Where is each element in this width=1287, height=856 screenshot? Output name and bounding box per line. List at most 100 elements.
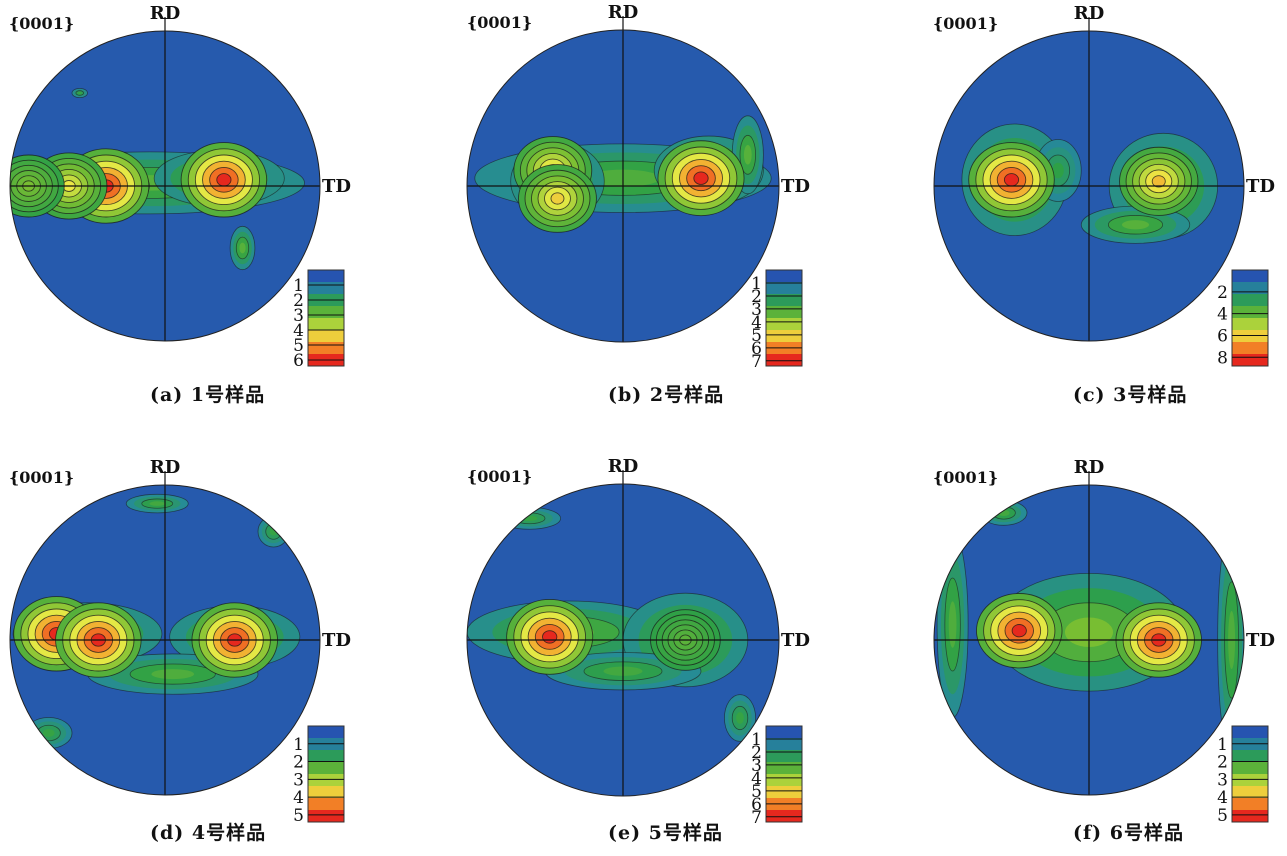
legend-label: 6 bbox=[1217, 326, 1228, 346]
legend-swatch bbox=[1232, 294, 1268, 307]
panel-caption: (f) 6号样品 bbox=[1073, 822, 1184, 844]
td-label: TD bbox=[781, 630, 810, 651]
legend-label: 1 bbox=[293, 276, 304, 296]
intensity-band bbox=[149, 501, 165, 506]
legend-swatch bbox=[1232, 270, 1268, 283]
legend-swatch bbox=[766, 774, 802, 787]
legend-frame bbox=[1231, 269, 1269, 367]
legend-label: 1 bbox=[751, 730, 762, 750]
legend-label: 3 bbox=[1217, 770, 1228, 790]
legend-label: 1 bbox=[293, 735, 304, 755]
legend-label: 4 bbox=[293, 788, 304, 808]
legend-label: 2 bbox=[1217, 283, 1228, 303]
legend-label: 2 bbox=[751, 743, 762, 763]
texture-peak bbox=[693, 171, 709, 185]
intensity-band bbox=[42, 729, 55, 737]
plane-label: {0001} bbox=[933, 468, 998, 487]
legend-swatch bbox=[766, 330, 802, 343]
legend-swatch bbox=[308, 798, 344, 811]
legend-swatch bbox=[1232, 750, 1268, 763]
legend-swatch bbox=[1232, 762, 1268, 775]
legend-swatch bbox=[308, 762, 344, 775]
legend-label: 3 bbox=[751, 756, 762, 776]
legend-swatch bbox=[308, 330, 344, 343]
legend-label: 6 bbox=[751, 795, 762, 815]
rd-label: RD bbox=[608, 456, 639, 477]
pole-figure-outline bbox=[466, 483, 780, 797]
legend-swatch bbox=[766, 810, 802, 823]
legend-label: 4 bbox=[1217, 788, 1228, 808]
legend-label: 2 bbox=[293, 291, 304, 311]
pole-figure-outline bbox=[9, 30, 321, 342]
intensity-band bbox=[77, 91, 82, 95]
panel-caption: (b) 2号样品 bbox=[608, 384, 725, 406]
legend-label: 7 bbox=[751, 352, 762, 372]
td-label: TD bbox=[1246, 176, 1275, 197]
intensity-band bbox=[1052, 162, 1064, 179]
panel-caption: (c) 3号样品 bbox=[1073, 384, 1188, 406]
intensity-band bbox=[948, 601, 957, 648]
legend-swatch bbox=[1232, 726, 1268, 739]
legend-label: 2 bbox=[751, 287, 762, 307]
legend-label: 7 bbox=[751, 808, 762, 828]
legend-swatch bbox=[1232, 786, 1268, 799]
legend-swatch bbox=[1232, 342, 1268, 355]
legend-frame bbox=[1231, 725, 1269, 823]
rd-label: RD bbox=[1074, 457, 1105, 478]
legend-label: 6 bbox=[751, 339, 762, 359]
plane-label: {0001} bbox=[467, 467, 532, 486]
legend-label: 4 bbox=[293, 321, 304, 341]
legend-label: 5 bbox=[1217, 806, 1228, 826]
pole-figure-field bbox=[467, 30, 779, 342]
legend-swatch bbox=[766, 738, 802, 751]
td-label: TD bbox=[1246, 630, 1275, 651]
pole-figure-outline bbox=[933, 484, 1245, 796]
legend-swatch bbox=[308, 270, 344, 283]
legend-label: 5 bbox=[751, 326, 762, 346]
legend-swatch bbox=[308, 750, 344, 763]
legend-swatch bbox=[1232, 810, 1268, 823]
legend-frame bbox=[307, 269, 345, 367]
legend-swatch bbox=[308, 726, 344, 739]
legend-label: 4 bbox=[751, 313, 762, 333]
legend-label: 6 bbox=[293, 351, 304, 371]
texture-peak bbox=[550, 192, 565, 205]
td-label: TD bbox=[322, 630, 351, 651]
rd-label: RD bbox=[150, 3, 181, 24]
pole-figure-outline bbox=[9, 484, 321, 796]
legend-label: 2 bbox=[1217, 753, 1228, 773]
rd-label: RD bbox=[608, 2, 639, 23]
legend-label: 5 bbox=[293, 806, 304, 826]
plane-label: {0001} bbox=[933, 14, 998, 33]
rd-label: RD bbox=[150, 457, 181, 478]
legend-swatch bbox=[766, 270, 802, 283]
legend-label: 3 bbox=[293, 770, 304, 790]
legend-frame bbox=[307, 725, 345, 823]
pole-figure-outline bbox=[933, 30, 1245, 342]
legend-label: 5 bbox=[293, 336, 304, 356]
panel-caption: (d) 4号样品 bbox=[150, 822, 267, 844]
texture-peak bbox=[1151, 175, 1166, 188]
intensity-band bbox=[736, 712, 744, 724]
legend-swatch bbox=[1232, 774, 1268, 787]
legend-label: 3 bbox=[293, 306, 304, 326]
intensity-band bbox=[743, 145, 752, 165]
pole-figure-outline bbox=[466, 29, 780, 343]
legend-swatch bbox=[766, 750, 802, 763]
legend-swatch bbox=[308, 786, 344, 799]
legend-label: 4 bbox=[1217, 305, 1228, 325]
legend-label: 2 bbox=[293, 753, 304, 773]
legend-swatch bbox=[766, 786, 802, 799]
intensity-band bbox=[151, 669, 195, 680]
plane-label: {0001} bbox=[467, 13, 532, 32]
rd-label: RD bbox=[1074, 3, 1105, 24]
legend-swatch bbox=[308, 810, 344, 823]
td-label: TD bbox=[781, 176, 810, 197]
